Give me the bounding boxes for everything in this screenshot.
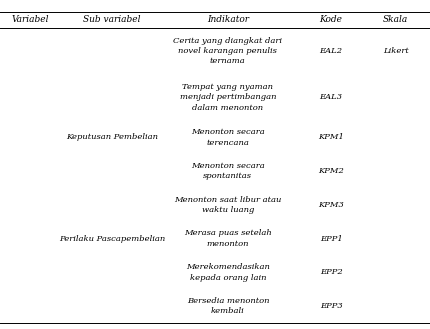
Text: EAL3: EAL3 xyxy=(319,93,343,101)
Text: KPM3: KPM3 xyxy=(318,201,344,209)
Text: Perilaku Pascapembelian: Perilaku Pascapembelian xyxy=(58,235,165,243)
Text: EPP2: EPP2 xyxy=(320,268,342,276)
Text: Tempat yang nyaman
menjadi pertimbangan
dalam menonton: Tempat yang nyaman menjadi pertimbangan … xyxy=(180,83,276,112)
Text: Keputusan Pembelian: Keputusan Pembelian xyxy=(66,133,158,141)
Text: EAL2: EAL2 xyxy=(319,47,343,55)
Text: KPM1: KPM1 xyxy=(318,133,344,141)
Text: Variabel: Variabel xyxy=(11,15,49,24)
Text: Menonton secara
spontanitas: Menonton secara spontanitas xyxy=(191,162,265,180)
Text: Menonton secara
terencana: Menonton secara terencana xyxy=(191,128,265,147)
Text: Kode: Kode xyxy=(319,15,343,24)
Text: Cerita yang diangkat dari
novel karangan penulis
ternama: Cerita yang diangkat dari novel karangan… xyxy=(173,37,283,65)
Text: Bersedia menonton
kembali: Bersedia menonton kembali xyxy=(187,297,269,316)
Text: Sub variabel: Sub variabel xyxy=(83,15,141,24)
Text: Skala: Skala xyxy=(383,15,408,24)
Text: Merasa puas setelah
menonton: Merasa puas setelah menonton xyxy=(184,229,272,248)
Text: Merekomendasikan
kepada orang lain: Merekomendasikan kepada orang lain xyxy=(186,263,270,282)
Text: EPP3: EPP3 xyxy=(320,302,342,310)
Text: Likert: Likert xyxy=(383,47,408,55)
Text: KPM2: KPM2 xyxy=(318,167,344,175)
Text: EPP1: EPP1 xyxy=(320,235,342,243)
Text: Menonton saat libur atau
waktu luang: Menonton saat libur atau waktu luang xyxy=(174,196,282,214)
Text: Indikator: Indikator xyxy=(207,15,249,24)
